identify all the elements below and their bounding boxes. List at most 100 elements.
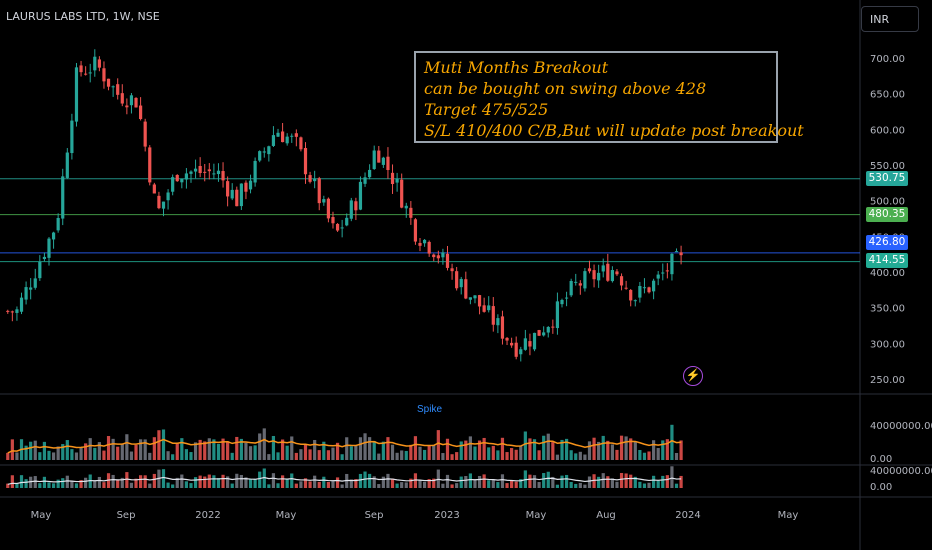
volume2-bar — [432, 478, 436, 488]
time-axis-label: 2024 — [675, 510, 700, 521]
volume-bar — [519, 445, 523, 460]
volume2-bar — [496, 482, 500, 488]
candle-body — [285, 136, 289, 144]
lightning-icon[interactable]: ⚡ — [683, 366, 703, 386]
candle-body — [198, 166, 202, 174]
volume2-bar — [642, 483, 647, 488]
annotation-box: Muti Months Breakout can be bought on sw… — [414, 51, 804, 143]
volume2-bar — [555, 484, 560, 488]
volume-bar — [482, 437, 486, 460]
volume2-bar — [335, 477, 340, 488]
price-tag-530: 530.75 — [866, 171, 908, 186]
volume-bar — [629, 438, 633, 460]
volume2-bar — [638, 481, 642, 488]
volume-bar — [560, 439, 564, 460]
candle-body — [253, 160, 257, 183]
volume-bar — [157, 430, 161, 460]
candle-body — [455, 271, 459, 289]
volume-bar — [661, 440, 665, 460]
candle-body — [193, 168, 198, 172]
volume-bar — [326, 450, 330, 460]
volume-bar — [413, 436, 418, 460]
volume2-bar — [111, 474, 115, 488]
volume2-bar — [665, 475, 669, 488]
volume-bar — [597, 441, 601, 460]
volume-bar — [271, 435, 276, 460]
volume2-bar — [198, 475, 202, 488]
candle-body — [537, 330, 541, 336]
annotation-line: S/L 410/400 C/B,But will update post bre… — [424, 121, 804, 140]
volume2-bar — [74, 483, 79, 488]
volume-bar — [542, 435, 546, 460]
candle-body — [619, 276, 624, 286]
candle-body — [97, 59, 101, 68]
volume2-bar — [679, 475, 683, 488]
volume-bar — [125, 434, 129, 460]
candle-body — [175, 174, 179, 182]
volume-bar — [193, 442, 198, 460]
currency-selector[interactable]: INR — [861, 6, 919, 32]
volume2-bar — [500, 474, 505, 488]
candle-body — [317, 178, 321, 204]
volume2-bar — [65, 475, 69, 488]
candle-body — [212, 173, 216, 175]
volume2-bar — [647, 482, 651, 488]
volume-bar — [331, 447, 335, 460]
volume-bar — [487, 447, 491, 460]
volume-bar — [583, 454, 587, 460]
volume-bar — [569, 450, 573, 460]
candle-body — [642, 287, 647, 289]
candle-body — [120, 93, 124, 104]
volume2-bar — [331, 480, 335, 488]
candle-body — [111, 86, 115, 88]
volume-bar — [106, 436, 111, 460]
volume2-bar — [102, 482, 106, 488]
volume-bar — [642, 452, 647, 460]
candle-body — [459, 278, 463, 288]
volume-bar — [267, 454, 271, 460]
time-axis-label: May — [276, 510, 297, 521]
price-tag-480: 480.35 — [866, 207, 908, 222]
candle-body — [569, 281, 573, 296]
price-tick-label: 400.00 — [870, 268, 905, 279]
volume2-bar — [280, 475, 285, 488]
candle-body — [542, 332, 546, 336]
volume2-bar — [386, 473, 390, 488]
volume-bar — [496, 450, 500, 460]
annotation-line: Target 475/525 — [424, 100, 549, 119]
candle-body — [505, 337, 509, 341]
volume2-bar — [15, 483, 19, 488]
volume2-bar — [633, 476, 637, 488]
volume2-bar — [253, 478, 257, 488]
volume-bar — [97, 442, 101, 460]
spike-label: Spike — [417, 404, 443, 415]
candle-body — [633, 300, 637, 302]
volume-bar — [450, 454, 454, 460]
candle-body — [597, 272, 601, 281]
volume-bar — [15, 452, 19, 460]
volume-bar — [134, 444, 138, 460]
volume2-bar — [271, 473, 276, 488]
volume-bar — [335, 442, 340, 460]
volume-bar — [198, 439, 202, 460]
volume-bar — [345, 437, 349, 460]
volume2-bar — [587, 476, 592, 488]
volume-bar — [317, 450, 321, 460]
candle-body — [468, 297, 472, 300]
volume-bar — [358, 437, 363, 460]
volume-bar — [171, 454, 175, 460]
candle-body — [555, 301, 560, 329]
volume-bar — [129, 451, 134, 460]
volume2-bar — [354, 479, 358, 488]
volume2-bar — [542, 473, 546, 488]
volume-bar — [42, 441, 47, 460]
volume2-bar — [381, 476, 385, 488]
volume2-bar — [258, 471, 262, 488]
volume-bar — [546, 433, 550, 460]
volume2-bar — [514, 481, 518, 488]
volume2-bar — [340, 484, 344, 488]
volume-bar — [184, 449, 189, 460]
volume2-bar — [230, 483, 234, 488]
volume-bar — [248, 446, 253, 460]
